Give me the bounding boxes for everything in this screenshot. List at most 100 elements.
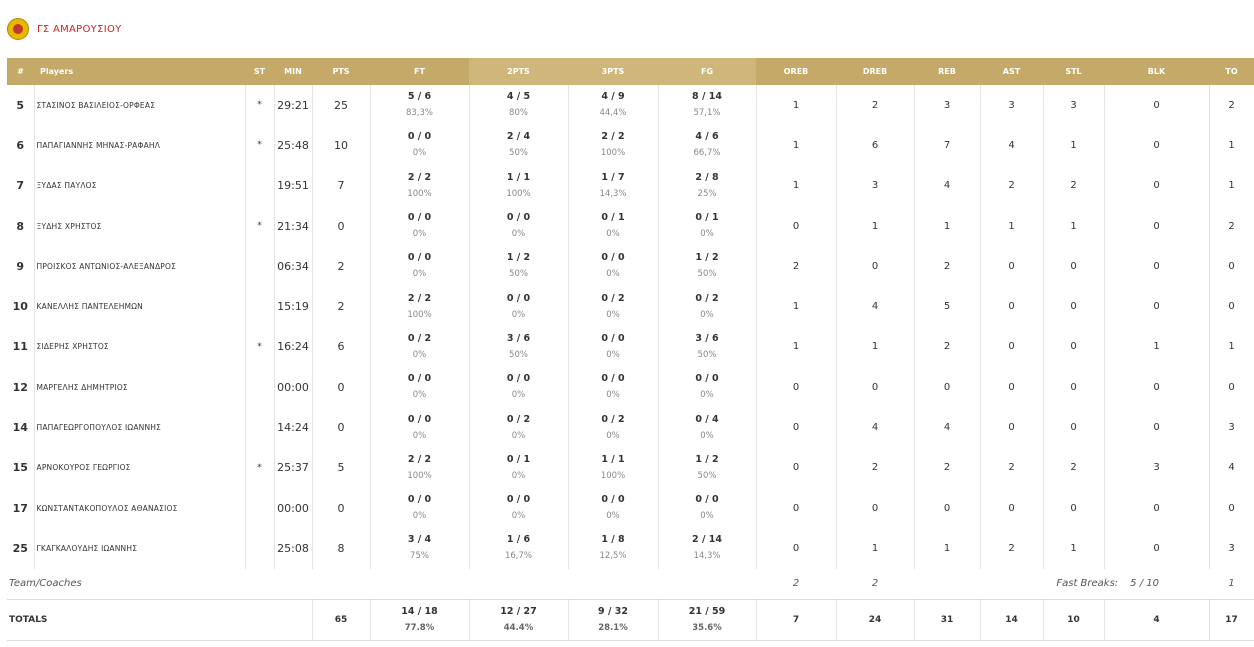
starter-marker: *: [245, 447, 275, 488]
player-row: 11 ΣΙΔΕΡΗΣ ΧΡΗΣΤΟΣ * 16:24 6 0 / 2 0% 3 / 6 50% 0…: [7, 326, 1254, 368]
stat-oreb: 0: [756, 407, 837, 448]
ft-pct: 83,3%: [405, 108, 433, 119]
points: 7: [312, 165, 371, 206]
column-header-blk: BLK: [1104, 58, 1209, 85]
two-pts-pct: 0%: [511, 390, 526, 401]
fg: 2 / 14 14,3%: [658, 528, 757, 569]
stat-dreb: 0: [836, 367, 915, 408]
ft-made: 0 / 0: [407, 131, 432, 143]
minutes: 06:34: [274, 246, 313, 287]
minutes: 19:51: [274, 165, 313, 206]
stat-to: 3: [1209, 528, 1254, 569]
stat-dreb: 1: [836, 326, 915, 368]
player-number: 8: [7, 205, 35, 247]
player-name[interactable]: ΚΩΝΣΤΑΝΤΑΚΟΠΟΥΛΟΣ ΑΘΑΝΑΣΙΟΣ: [34, 487, 246, 529]
two-pts: 0 / 1 0%: [469, 447, 569, 488]
two-pts-pct: 0%: [511, 511, 526, 522]
minutes: 25:08: [274, 528, 313, 569]
two-pts-pct: 0%: [511, 229, 526, 240]
player-name[interactable]: ΠΑΠΑΓΙΑΝΝΗΣ ΜΗΝΑΣ-ΡΑΦΑΗΛ: [34, 125, 246, 166]
player-number: 25: [7, 528, 35, 569]
minutes: 25:37: [274, 447, 313, 488]
stat-reb: 0: [914, 367, 981, 408]
player-number: 15: [7, 447, 35, 488]
ft-made: 0 / 0: [407, 373, 432, 385]
minutes: 16:24: [274, 326, 313, 368]
totals-ft-pct: 77.8%: [404, 622, 435, 633]
stat-dreb: 1: [836, 528, 915, 569]
column-header-st: ST: [245, 58, 274, 85]
ft-made: 2 / 2: [407, 453, 432, 465]
ft: 0 / 0 0%: [370, 367, 470, 408]
stat-dreb: 6: [836, 125, 915, 166]
ft: 2 / 2 100%: [370, 447, 470, 488]
player-name[interactable]: ΠΑΠΑΓΕΩΡΓΟΠΟΥΛΟΣ ΙΩΑΝΝΗΣ: [34, 407, 246, 448]
player-name[interactable]: ΣΙΔΕΡΗΣ ΧΡΗΣΤΟΣ: [34, 326, 246, 368]
player-name[interactable]: ΞΥΔΗΣ ΧΡΗΣΤΟΣ: [34, 205, 246, 247]
totals-blk: 4: [1104, 598, 1210, 641]
two-pts: 3 / 6 50%: [469, 326, 569, 368]
three-pts: 0 / 0 0%: [568, 326, 659, 368]
ft-pct: 0%: [412, 430, 427, 441]
stat-stl: 0: [1043, 367, 1105, 408]
two-pts: 0 / 0 0%: [469, 286, 569, 327]
fg-pct: 50%: [697, 269, 717, 280]
stat-to: 3: [1209, 407, 1254, 448]
three-pts: 1 / 7 14,3%: [568, 165, 659, 206]
two-pts-made: 0 / 1: [506, 453, 531, 465]
stat-to: 0: [1209, 487, 1254, 529]
column-header-dreb: DREB: [836, 58, 914, 85]
two-pts-made: 0 / 0: [506, 212, 531, 224]
stat-ast: 1: [980, 205, 1044, 247]
player-name[interactable]: ΜΑΡΓΕΛΗΣ ΔΗΜΗΤΡΙΟΣ: [34, 367, 246, 408]
three-pts-pct: 0%: [606, 309, 620, 320]
fg-made: 1 / 2: [695, 453, 719, 465]
ft-made: 0 / 0: [407, 212, 432, 224]
stat-reb: 2: [914, 326, 981, 368]
totals-two-pts-pct: 44.4%: [503, 622, 534, 633]
three-pts: 0 / 0 0%: [568, 487, 659, 529]
column-header-to: TO: [1209, 58, 1254, 85]
two-pts-pct: 0%: [511, 470, 526, 481]
points: 8: [312, 528, 371, 569]
team-name[interactable]: ΓΣ ΑΜΑΡΟΥΣΙΟΥ: [37, 23, 122, 35]
ft: 3 / 4 75%: [370, 528, 470, 569]
stat-to: 1: [1209, 165, 1254, 206]
player-name[interactable]: ΠΡΟΙΣΚΟΣ ΑΝΤΩΝΙΟΣ-ΑΛΕΞΑΝΔΡΟΣ: [34, 246, 246, 287]
totals-ft-made: 14 / 18: [401, 605, 438, 617]
stat-ast: 0: [980, 246, 1044, 287]
ft-made: 0 / 2: [407, 332, 432, 344]
stat-reb: 4: [914, 165, 981, 206]
stat-blk: 0: [1104, 205, 1210, 247]
minutes: 29:21: [274, 85, 313, 126]
totals-ft: 14 / 18 77.8%: [370, 598, 470, 641]
stat-reb: 1: [914, 205, 981, 247]
column-header-oreb: OREB: [756, 58, 836, 85]
fg-made: 2 / 14: [692, 534, 722, 546]
two-pts: 0 / 0 0%: [469, 487, 569, 529]
team-dreb: 2: [871, 578, 879, 590]
stat-blk: 0: [1104, 165, 1210, 206]
player-name[interactable]: ΑΡΝΟΚΟΥΡΟΣ ΓΕΩΡΓΙΟΣ: [34, 447, 246, 488]
three-pts-made: 0 / 0: [601, 332, 625, 344]
column-header-ft: FT: [370, 58, 469, 85]
player-row: 7 ΞΥΔΑΣ ΠΑΥΛΟΣ 19:51 7 2 / 2 100% 1 / 1 100% 1 /…: [7, 165, 1254, 206]
stat-reb: 2: [914, 447, 981, 488]
stat-oreb: 1: [756, 286, 837, 327]
player-name[interactable]: ΞΥΔΑΣ ΠΑΥΛΟΣ: [34, 165, 246, 206]
column-header-fg: FG: [658, 58, 756, 85]
three-pts-pct: 0%: [606, 269, 620, 280]
three-pts: 1 / 1 100%: [568, 447, 659, 488]
column-header-pts: PTS: [312, 58, 370, 85]
player-name[interactable]: ΣΤΑΣΙΝΟΣ ΒΑΣΙΛΕΙΟΣ-ΟΡΦΕΑΣ: [34, 85, 246, 126]
player-name[interactable]: ΓΚΑΓΚΑΛΟΥΔΗΣ ΙΩΑΝΝΗΣ: [34, 528, 246, 569]
stat-oreb: 0: [756, 487, 837, 529]
fg-pct: 57,1%: [693, 108, 721, 119]
team-to: 1: [1228, 578, 1235, 590]
stat-reb: 3: [914, 85, 981, 126]
stat-dreb: 4: [836, 286, 915, 327]
minutes: 21:34: [274, 205, 313, 247]
fg-made: 0 / 4: [695, 413, 719, 425]
player-name[interactable]: ΚΑΝΕΛΛΗΣ ΠΑΝΤΕΛΕΗΜΩΝ: [34, 286, 246, 327]
fg-made: 8 / 14: [692, 91, 722, 103]
